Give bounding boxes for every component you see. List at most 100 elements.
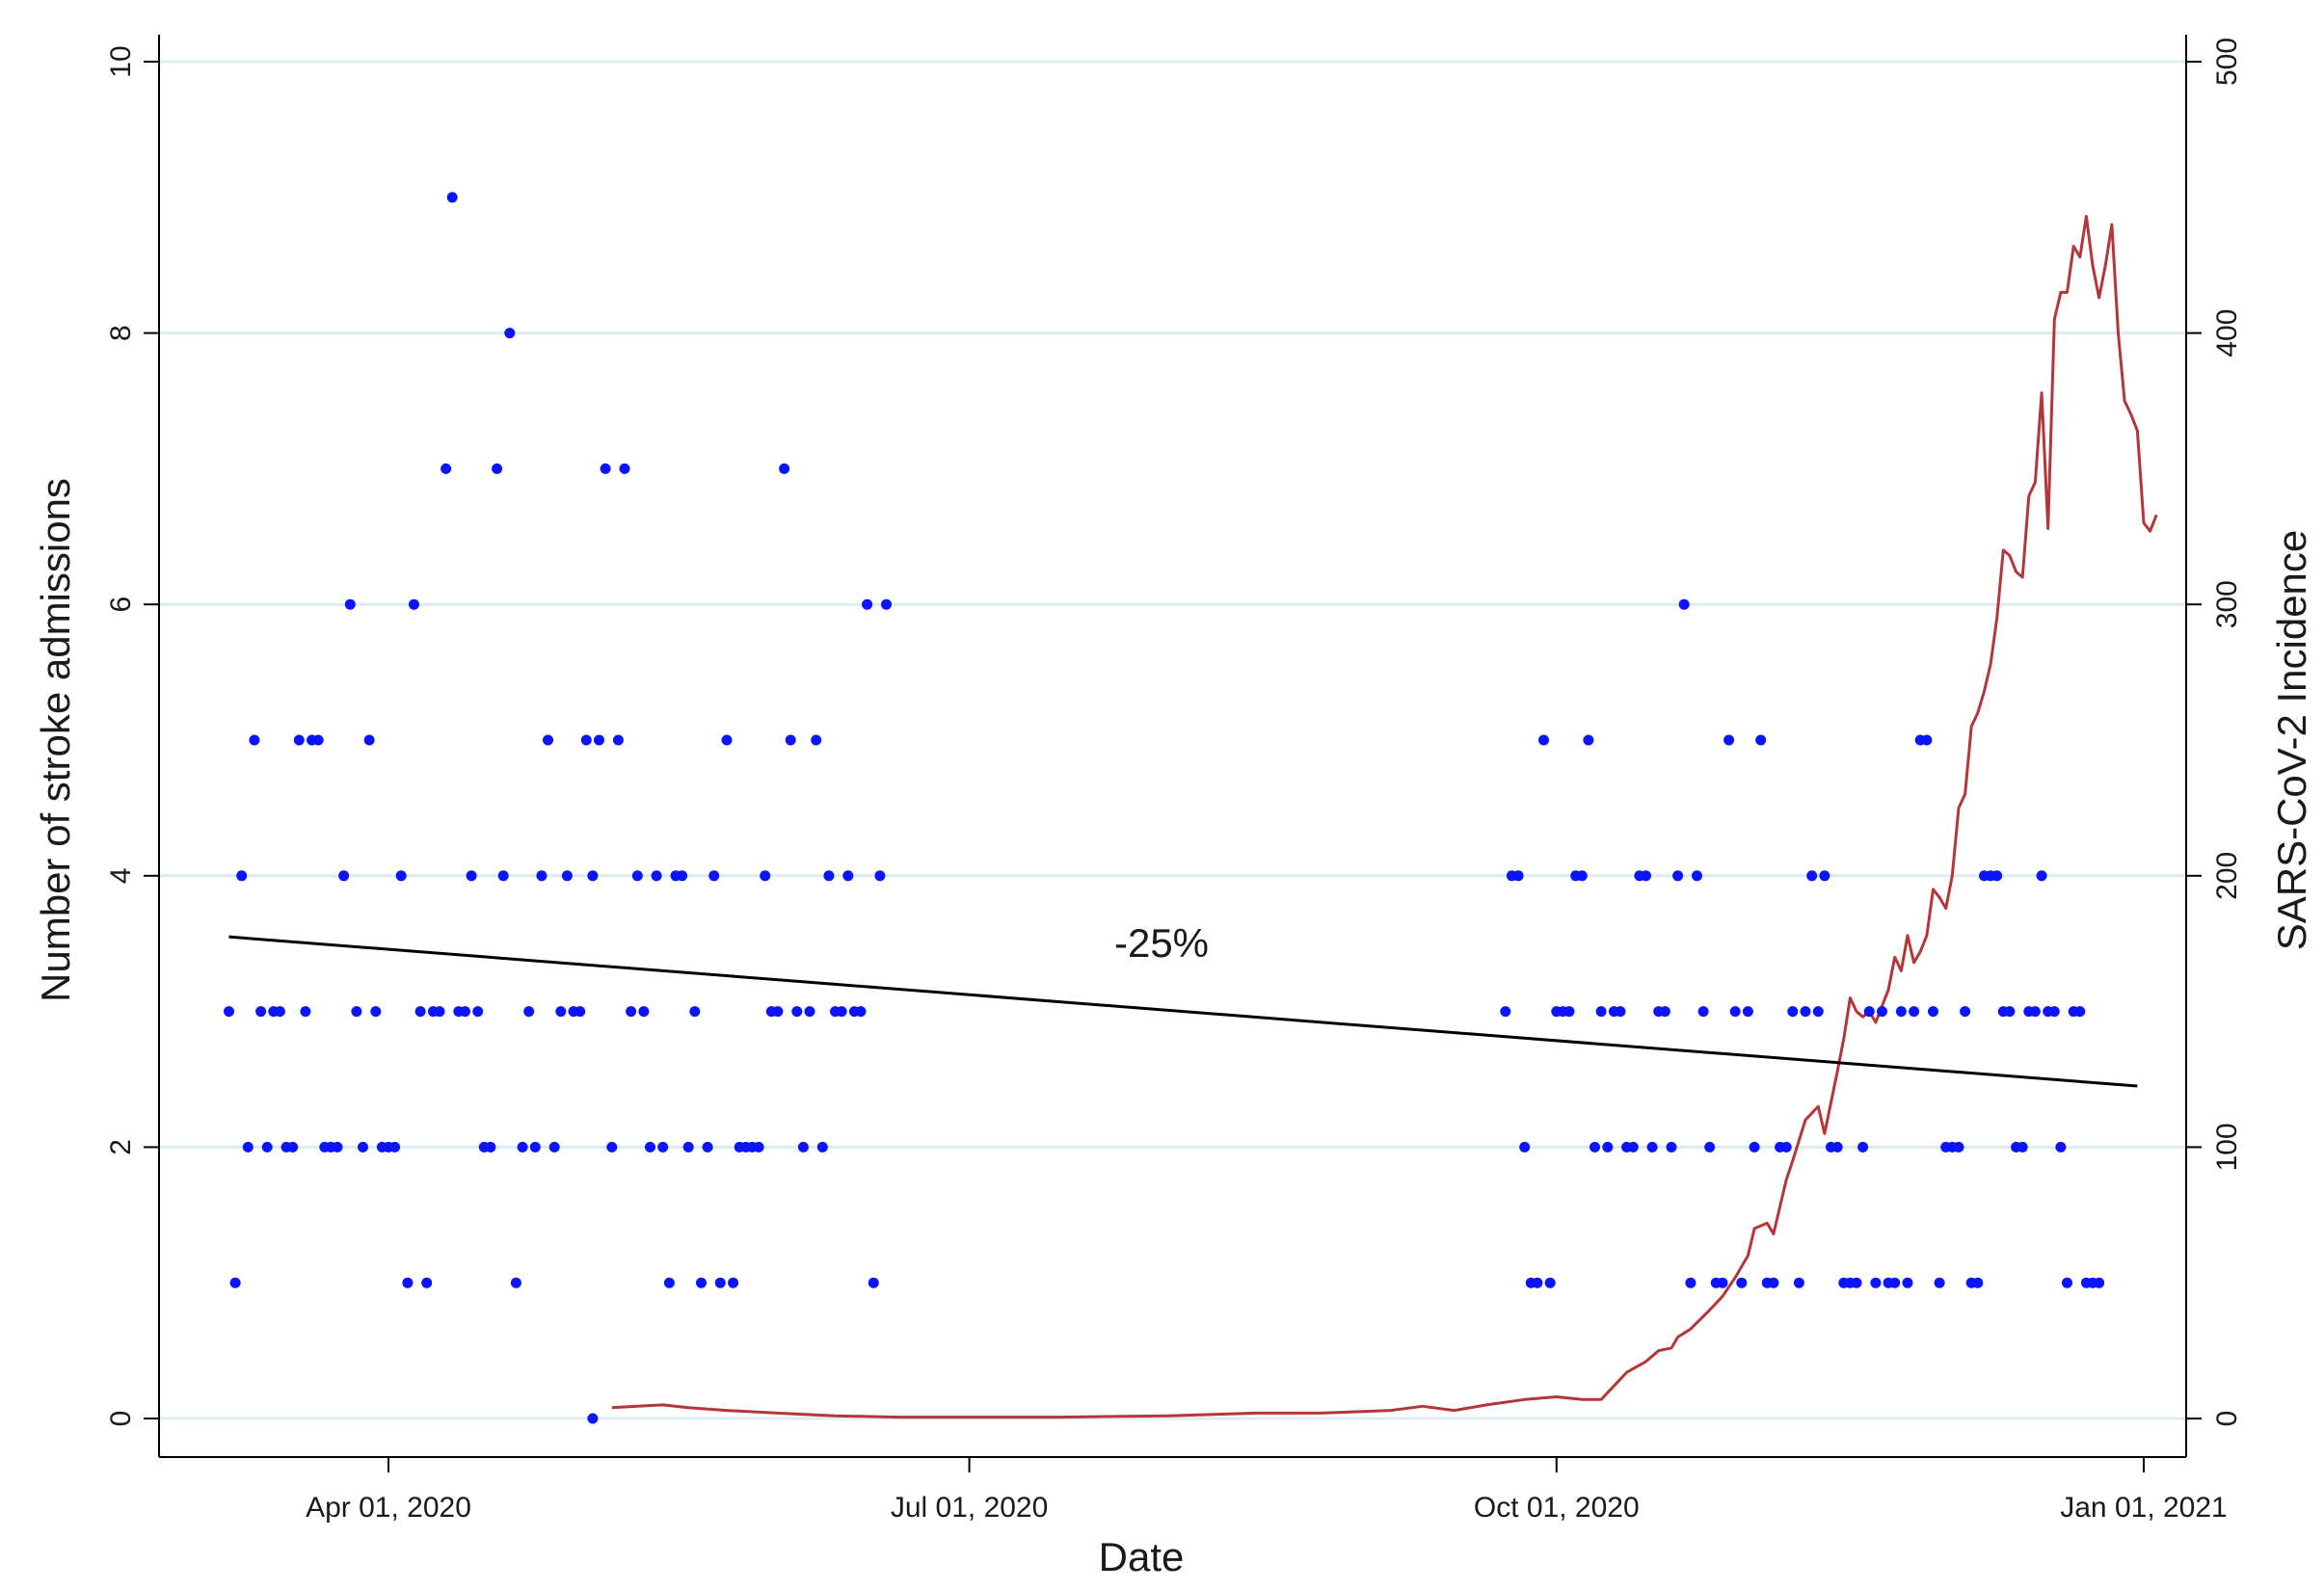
admission-point (351, 1006, 362, 1018)
admission-point (1902, 1277, 1913, 1288)
admission-point (497, 870, 509, 882)
admission-point (702, 1141, 713, 1153)
admission-point (580, 734, 592, 746)
admission-point (338, 870, 350, 882)
admission-point (389, 1141, 401, 1153)
admission-point (229, 1277, 241, 1288)
x-axis-title: Date (1099, 1534, 1185, 1579)
admission-point (728, 1277, 739, 1288)
admission-point (868, 1277, 879, 1288)
admission-point (1678, 598, 1690, 610)
admission-point (370, 1006, 382, 1018)
admission-point (517, 1141, 528, 1153)
admission-point (300, 1006, 311, 1018)
admission-point (1500, 1006, 1511, 1018)
admission-point (529, 1141, 541, 1153)
admission-point (543, 734, 553, 746)
admission-point (1538, 734, 1549, 746)
admission-point (332, 1141, 343, 1153)
admission-point (1780, 1141, 1792, 1153)
admission-point (714, 1277, 726, 1288)
admission-point (1615, 1006, 1626, 1018)
y-right-tick-label: 0 (2211, 1411, 2243, 1427)
admission-point (721, 734, 733, 746)
y-right-tick-label: 200 (2211, 852, 2243, 900)
admission-point (619, 463, 630, 474)
admission-point (287, 1141, 299, 1153)
admission-point (804, 1006, 815, 1018)
admission-point (1583, 734, 1594, 746)
admission-point (1928, 1006, 1938, 1018)
admission-point (1672, 870, 1684, 882)
incidence-line (611, 215, 2158, 1419)
admission-point (1729, 1006, 1741, 1018)
y-axis-left-title: Number of stroke admissions (33, 478, 78, 1002)
admission-point (1563, 1006, 1575, 1018)
admission-point (1960, 1006, 1971, 1018)
admission-point (836, 1006, 847, 1018)
y-left-tick-label: 10 (105, 45, 137, 77)
admission-point (606, 1141, 618, 1153)
admission-point (689, 1006, 701, 1018)
admission-point (1532, 1277, 1543, 1288)
admission-point (1819, 870, 1830, 882)
admission-point (645, 1141, 655, 1153)
admission-point (612, 734, 624, 746)
admission-point (753, 1141, 764, 1153)
admission-point (1723, 734, 1735, 746)
admission-point (677, 870, 688, 882)
admission-point (855, 1006, 867, 1018)
admission-point (663, 1277, 675, 1288)
admission-point (1806, 870, 1818, 882)
admission-point (1697, 1006, 1709, 1018)
admission-point (395, 870, 407, 882)
admission-point (242, 1141, 254, 1153)
admission-point (1576, 870, 1588, 882)
admission-point (472, 1006, 484, 1018)
admission-point (785, 734, 796, 746)
stroke-admissions-series (224, 192, 2105, 1424)
x-tick-label: Jul 01, 2020 (891, 1492, 1048, 1524)
admission-point (594, 734, 604, 746)
admission-point (1972, 1277, 1984, 1288)
admission-point (466, 870, 477, 882)
admission-point (1863, 1006, 1875, 1018)
admission-point (1787, 1006, 1799, 1018)
admission-point (536, 870, 548, 882)
admission-point (1666, 1141, 1677, 1153)
admission-point (1512, 870, 1524, 882)
admission-point (1659, 1006, 1670, 1018)
admission-point (1921, 734, 1933, 746)
admission-point (358, 1141, 368, 1153)
y-right-tick-label: 100 (2211, 1123, 2243, 1171)
admission-point (811, 734, 822, 746)
admission-point (2004, 1006, 2016, 1018)
y-left-tick-label: 4 (105, 867, 137, 884)
y-axis-right-title: SARS-CoV-2 Incidence (2269, 530, 2314, 951)
admission-point (1646, 1141, 1658, 1153)
admission-point (1692, 870, 1702, 882)
admission-point (1704, 1141, 1716, 1153)
admission-point (485, 1141, 496, 1153)
admission-point (555, 1006, 567, 1018)
admission-point (1519, 1141, 1531, 1153)
admission-point (1717, 1277, 1728, 1288)
admission-point (779, 463, 790, 474)
y-left-tick-label: 6 (105, 597, 137, 613)
admission-point (261, 1141, 273, 1153)
y-right-tick-label: 300 (2211, 580, 2243, 628)
admission-point (434, 1006, 445, 1018)
admission-point (797, 1141, 809, 1153)
admission-point (446, 192, 458, 203)
admission-point (842, 870, 854, 882)
admission-point (1544, 1277, 1556, 1288)
admission-point (2036, 870, 2047, 882)
admission-point (862, 598, 873, 610)
admission-point (1934, 1277, 1945, 1288)
admission-point (492, 463, 503, 474)
trend-line (228, 935, 2138, 1088)
trend-annotation: -25% (1114, 920, 1209, 966)
admission-point (2017, 1141, 2028, 1153)
admission-point (1685, 1277, 1696, 1288)
